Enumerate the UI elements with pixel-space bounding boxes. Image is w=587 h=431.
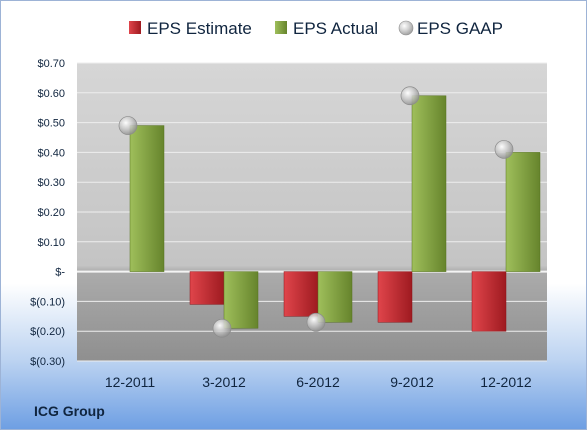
y-tick-label: $- <box>55 267 65 279</box>
y-tick-label: $0.30 <box>37 177 65 189</box>
bar-eps-estimate <box>189 271 225 305</box>
y-tick-label: $0.60 <box>37 88 65 100</box>
bar-eps-actual <box>129 125 165 272</box>
bar-eps-estimate <box>283 271 319 317</box>
marker-eps-gaap <box>400 86 420 106</box>
x-category-label: 12-2012 <box>480 374 532 390</box>
x-category-label: 3-2012 <box>202 374 246 390</box>
bar-eps-actual <box>317 271 353 323</box>
y-tick-label: $0.50 <box>37 118 65 130</box>
y-tick-label: $(0.10) <box>30 296 65 308</box>
marker-eps-gaap <box>212 318 232 338</box>
marker-eps-gaap <box>306 312 326 332</box>
gaap-markers <box>118 86 514 338</box>
x-category-label: 9-2012 <box>390 374 434 390</box>
legend: EPS Estimate EPS Actual EPS GAAP <box>129 19 503 38</box>
bars <box>129 95 541 332</box>
legend-label: EPS GAAP <box>417 19 503 38</box>
company-name: ICG Group <box>34 403 105 419</box>
y-tick-label: $0.40 <box>37 147 65 159</box>
legend-label: EPS Actual <box>293 19 378 38</box>
bar-eps-estimate <box>471 271 507 332</box>
legend-label: EPS Estimate <box>147 19 252 38</box>
x-axis-categories: 12-2011 3-2012 6-2012 9-2012 12-2012 <box>105 374 532 390</box>
marker-eps-gaap <box>494 140 514 159</box>
bar-eps-actual <box>505 152 541 272</box>
y-tick-label: $(0.20) <box>30 326 65 338</box>
bar-eps-actual <box>411 95 447 272</box>
y-tick-label: $0.10 <box>37 237 65 249</box>
bar-eps-estimate <box>377 271 413 323</box>
bar-eps-actual <box>223 271 259 329</box>
legend-swatch <box>398 20 414 36</box>
y-tick-label: $0.70 <box>37 58 65 70</box>
legend-swatch <box>275 21 287 34</box>
x-category-label: 12-2011 <box>105 374 156 390</box>
legend-swatch <box>129 21 141 34</box>
y-tick-label: $(0.30) <box>30 356 65 368</box>
y-tick-label: $0.20 <box>37 207 65 219</box>
y-axis-ticks: $0.70 $0.60 $0.50 $0.40 $0.30 $0.20 $0.10 $- $(0… <box>30 58 65 368</box>
marker-eps-gaap <box>118 116 138 135</box>
x-category-label: 6-2012 <box>296 374 340 390</box>
